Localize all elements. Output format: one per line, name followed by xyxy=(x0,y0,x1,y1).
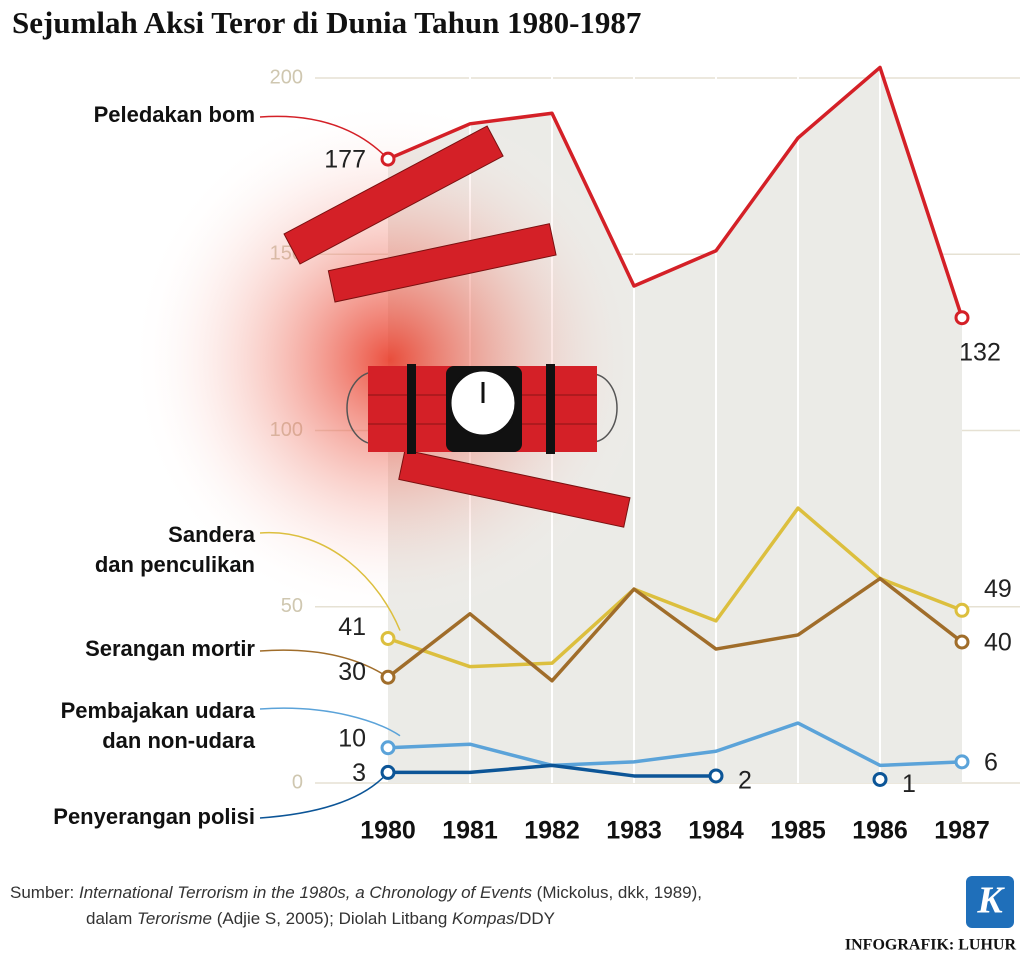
x-tick-label: 1982 xyxy=(524,817,580,845)
logo-box xyxy=(966,876,1014,928)
value-label: 3 xyxy=(352,759,366,787)
source-line: Sumber: International Terrorism in the 1… xyxy=(10,880,702,906)
chart-title: Sejumlah Aksi Teror di Dunia Tahun 1980-… xyxy=(12,5,641,40)
x-tick-label: 1987 xyxy=(934,817,990,845)
series-name: Sandera dan penculikan xyxy=(94,522,255,577)
logo: K xyxy=(976,880,1005,922)
series-name: Peledakan bom xyxy=(93,102,255,127)
series-line xyxy=(387,65,964,319)
value-label: 1 xyxy=(902,770,916,798)
series-line xyxy=(386,576,964,683)
value-label: 132 xyxy=(959,338,1001,366)
x-tick-label: 1980 xyxy=(360,817,416,845)
value-label: 41 xyxy=(338,613,366,641)
point-marker xyxy=(872,771,888,787)
series-name: Pembajakan udara dan non-udara xyxy=(60,698,255,753)
x-tick-label: 1981 xyxy=(442,817,498,845)
series-name: Serangan mortir xyxy=(85,636,255,661)
point-marker xyxy=(954,310,970,326)
x-tick-label: 1983 xyxy=(606,817,662,845)
credit: INFOGRAFIK: LUHUR xyxy=(845,937,1017,954)
source-text: (Mickolus, dkk, 1989), xyxy=(531,883,703,902)
source-line: dalam Terorisme (Adjie S, 2005); Diolah … xyxy=(10,906,702,932)
source-text: /DDY xyxy=(514,909,556,928)
source: Sumber: International Terrorism in the 1… xyxy=(10,880,702,932)
x-tick-label: 1985 xyxy=(770,817,826,845)
plot: 1980 1981 1982 1983 1984 1985 1986 198717713241… xyxy=(259,65,1012,845)
series-name: Penyerangan polisi xyxy=(53,804,255,829)
leader-line xyxy=(259,115,389,160)
source-text: (Adjie S, 2005); Diolah Litbang xyxy=(211,909,453,928)
y-tick-label: 0 xyxy=(292,771,303,793)
value-label: 30 xyxy=(338,658,366,686)
point-marker xyxy=(954,754,970,770)
point-marker xyxy=(380,740,396,756)
source-text: Sumber: xyxy=(10,883,79,902)
value-label: 40 xyxy=(984,629,1012,657)
x-tick-label: 1984 xyxy=(688,817,744,845)
point-marker xyxy=(954,634,970,650)
point-marker xyxy=(380,764,396,780)
value-label: 177 xyxy=(324,146,366,174)
leader-line xyxy=(259,532,401,631)
leader-line xyxy=(259,771,389,819)
x-tick-label: 1986 xyxy=(852,817,908,845)
value-label: 2 xyxy=(738,767,752,795)
value-label: 10 xyxy=(338,724,366,752)
source-text: Terorisme xyxy=(137,909,212,928)
point-marker xyxy=(380,669,396,685)
point-marker xyxy=(380,630,396,646)
value-label: 49 xyxy=(984,575,1012,603)
series-line xyxy=(387,721,963,768)
bomb-illustration xyxy=(130,100,650,620)
value-label: 6 xyxy=(984,748,998,776)
point-marker xyxy=(380,151,396,167)
source-text: dalam xyxy=(86,909,138,928)
point-marker xyxy=(708,768,724,784)
leader-line xyxy=(259,649,389,678)
source-text: Kompas xyxy=(452,909,515,928)
leader-line xyxy=(259,707,401,737)
y-tick-label: 200 xyxy=(270,66,303,88)
series-line xyxy=(387,506,963,669)
point-marker xyxy=(954,602,970,618)
source-text: International Terrorism in the 1980s, a … xyxy=(78,883,532,902)
